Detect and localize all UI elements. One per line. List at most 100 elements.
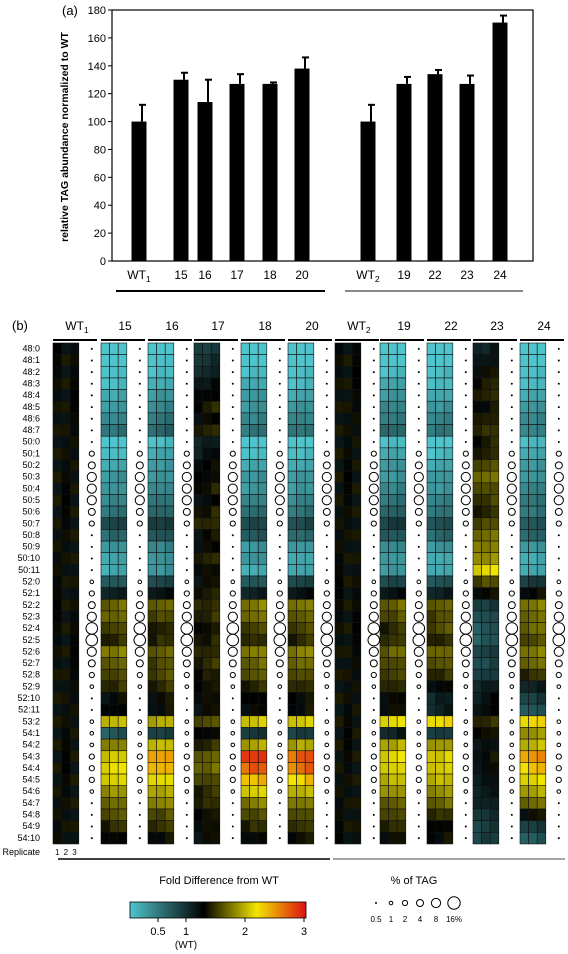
heatmap-cell [164,668,175,682]
percent-circle [226,633,240,647]
heatmap-cell [164,773,175,786]
heatmap-cell [61,412,71,425]
heatmap-cell [257,645,268,658]
heatmap-cell [426,657,436,670]
percent-circle [321,471,332,483]
percent-circle [416,684,422,689]
heatmap-cell [257,762,268,775]
percent-circle [509,684,515,689]
heatmap-cell [117,668,128,682]
heatmap-cell [481,610,491,623]
heatmap-cell [69,482,80,495]
heatmap-cell [426,389,436,402]
percent-circle [185,557,188,560]
heatmap-cell [296,773,306,786]
heatmap-cell [536,808,547,821]
plot-frame [111,9,534,262]
percent-circle [557,417,560,420]
x-category-label: WT1 [127,268,151,284]
percent-circle [510,406,513,409]
heatmap-cell [147,727,157,740]
heatmap-cell [536,505,547,519]
percent-circle [462,450,469,457]
replicate-number: 3 [72,848,77,857]
percent-circle [510,825,513,828]
percent-circle [138,545,141,548]
percent-circle [553,646,564,657]
percent-circle [228,601,237,610]
percent-circle [552,633,566,647]
percent-circle [417,441,420,444]
heatmap-cell [164,342,175,355]
heatmap-cell [396,692,407,705]
heatmap-cell [296,703,306,717]
heatmap-cell [343,668,353,682]
heatmap-cell [109,750,119,763]
heatmap-cell [343,529,353,542]
heatmap-cell [388,762,398,775]
heatmap-cell [481,412,491,425]
percent-circle [183,450,190,457]
heatmap-cell [117,517,128,530]
heatmap-cell [388,412,398,425]
x-category-label-main: WT [356,268,375,282]
heatmap-cell [193,820,203,833]
heatmap-cell [528,750,538,763]
species-label: 48:4 [22,390,40,400]
heatmap-cell [343,598,353,612]
heatmap-cell [296,494,306,507]
heatmap-cell [481,365,491,379]
heatmap-cell [117,494,128,507]
heatmap-cell [100,820,110,833]
heatmap-cell [489,727,500,740]
percent-circle [90,371,93,374]
heatmap-cell [249,587,259,600]
heatmap-cell [202,727,212,740]
heatmap-cell [257,505,268,519]
heatmap-cell [69,377,80,390]
percent-circle [463,789,469,794]
heatmap-cell [334,400,344,414]
heatmap-cell [396,645,407,658]
heatmap-cell [100,435,110,449]
heatmap-cell [117,482,128,495]
colorbar-tick-label: 0.5 [150,926,165,938]
heatmap-cell [519,517,529,530]
percent-circle [90,545,93,548]
heatmap-cell [528,505,538,519]
heatmap-cell [164,598,175,612]
heatmap-cell [489,715,500,728]
percent-circle [372,394,375,397]
heatmap-cell [296,424,306,437]
heatmap-cell [117,505,128,519]
species-label: 48:6 [22,413,40,423]
percent-circle [181,495,192,506]
percent-circle [322,659,331,668]
heatmap-cell [100,389,110,402]
heatmap-cell [257,552,268,565]
heatmap-cell [249,692,259,705]
percent-circle [462,776,469,783]
heatmap-cell [193,517,203,530]
heatmap-cell [287,808,297,821]
heatmap-cell [109,773,119,786]
heatmap-cell [210,820,221,833]
heatmap-cell [202,680,212,693]
percent-circle [88,765,95,772]
heatmap-cell [249,680,259,693]
heatmap-cell [304,703,315,717]
heatmap-cell [202,354,212,367]
heatmap-cell [351,727,362,740]
heatmap-cell [156,575,166,588]
heatmap-cell [249,668,259,682]
percent-circle [185,802,188,805]
heatmap-cell [100,703,110,717]
heatmap-cell [443,505,454,519]
heatmap-cell [379,692,389,705]
column-header-main: 23 [490,319,504,333]
percent-circle [556,742,562,748]
percent-circle [229,765,236,772]
heatmap-cell [202,645,212,658]
heatmap-cell [109,633,119,647]
